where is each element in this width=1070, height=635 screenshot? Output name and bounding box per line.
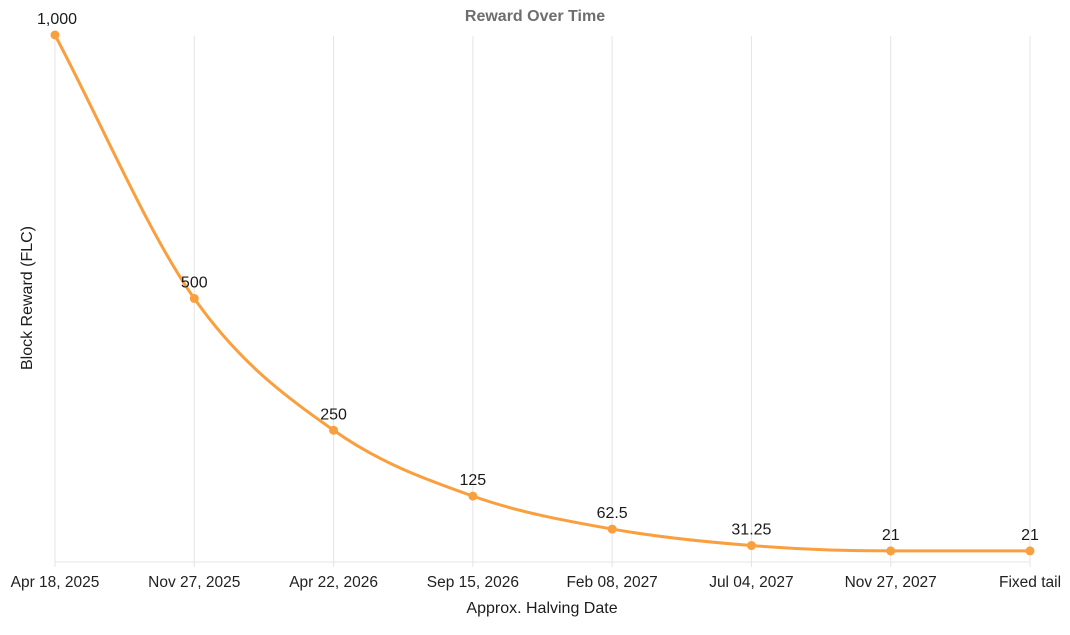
data-point-label: 62.5 (597, 505, 628, 522)
x-tick-label: Apr 22, 2026 (289, 574, 378, 591)
data-point-label: 125 (460, 472, 487, 489)
x-axis-title: Approx. Halving Date (466, 600, 617, 617)
x-tick-label: Apr 18, 2025 (11, 574, 100, 591)
x-tick-labels: Apr 18, 2025 Nov 27, 2025 Apr 22, 2026 Sep … (11, 574, 1061, 591)
x-tick-label: Feb 08, 2027 (566, 574, 657, 591)
x-tick-label: Fixed tail (999, 574, 1061, 591)
x-tick-label: Sep 15, 2026 (427, 574, 519, 591)
data-point-marker (50, 30, 60, 40)
data-labels: 1,000 500 250 125 62.5 31.25 21 21 (37, 11, 1039, 544)
vertical-gridlines (54, 36, 1031, 562)
x-tick-label: Nov 27, 2025 (148, 574, 240, 591)
data-point-label: 21 (1021, 527, 1039, 544)
reward-line-series (50, 30, 1035, 556)
data-point-label: 1,000 (37, 11, 77, 28)
x-axis-line (54, 561, 1031, 567)
chart-title: Reward Over Time (465, 8, 605, 25)
x-tick-label: Nov 27, 2027 (845, 574, 937, 591)
y-axis-title: Block Reward (FLC) (19, 226, 36, 370)
data-point-label: 250 (320, 406, 347, 423)
data-point-label: 21 (882, 527, 900, 544)
reward-line (53, 33, 1032, 553)
data-point-marker (329, 425, 339, 435)
data-point-marker (746, 541, 756, 551)
data-point-label: 500 (181, 275, 208, 292)
data-point-marker (607, 524, 617, 534)
data-point-marker (189, 294, 199, 303)
x-tick-label: Jul 04, 2027 (709, 574, 793, 591)
data-point-marker (468, 491, 478, 501)
data-point-marker (886, 546, 896, 556)
data-point-marker (1025, 546, 1035, 556)
data-point-label: 31.25 (731, 522, 771, 539)
